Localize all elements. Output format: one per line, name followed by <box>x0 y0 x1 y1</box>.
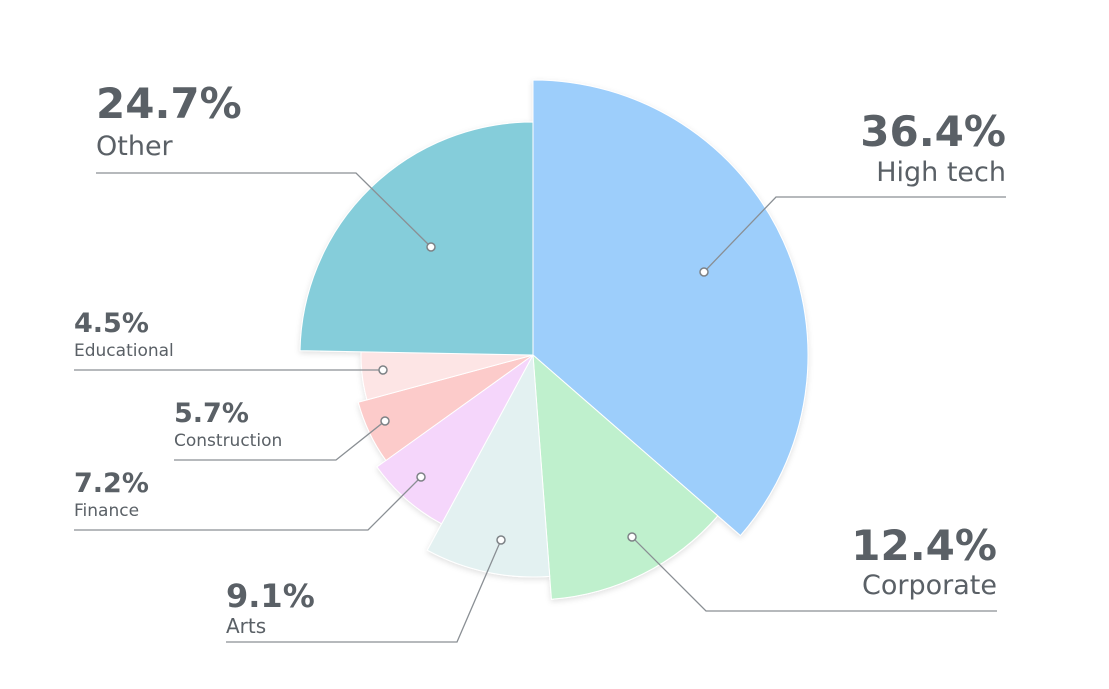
pie-slice-other <box>299 121 534 356</box>
leader-line <box>703 196 1006 273</box>
data-label-value: 36.4% <box>860 107 1006 156</box>
leader-dot <box>380 416 390 426</box>
pie-callouts: 36.4%High tech12.4%Corporate9.1%Arts7.2%… <box>74 79 1006 643</box>
callout-corporate: 12.4%Corporate <box>627 521 997 612</box>
callout-arts: 9.1%Arts <box>226 535 506 643</box>
data-label-category: Other <box>96 131 174 162</box>
data-label-category: Educational <box>74 341 174 361</box>
leader-line <box>226 539 502 643</box>
leader-dot <box>416 472 426 482</box>
leader-line <box>96 172 432 248</box>
leader-dot <box>627 532 637 542</box>
callout-finance: 7.2%Finance <box>74 468 426 531</box>
data-label-value: 12.4% <box>851 521 997 570</box>
data-label-value: 7.2% <box>74 468 149 499</box>
data-label-value: 4.5% <box>74 308 149 339</box>
leader-dot <box>699 267 709 277</box>
pie-slice-high-tech <box>532 79 809 537</box>
data-label-category: Construction <box>174 431 282 451</box>
leader-line <box>631 536 997 612</box>
leader-line <box>174 420 386 461</box>
data-label-category: Finance <box>74 501 139 521</box>
data-label-category: High tech <box>876 157 1006 188</box>
leader-dot <box>496 535 506 545</box>
callout-construction: 5.7%Construction <box>174 398 390 461</box>
callout-educational: 4.5%Educational <box>74 308 388 375</box>
callout-high-tech: 36.4%High tech <box>699 107 1006 277</box>
data-label-value: 5.7% <box>174 398 249 429</box>
callout-other: 24.7%Other <box>96 79 436 252</box>
data-label-category: Corporate <box>862 570 997 601</box>
leader-line <box>74 476 422 531</box>
pie-slices <box>299 79 809 600</box>
data-label-category: Arts <box>226 614 266 638</box>
pie-slice-corporate <box>532 353 719 600</box>
leader-dot <box>378 365 388 375</box>
data-label-value: 24.7% <box>96 79 242 128</box>
leader-dot <box>426 242 436 252</box>
data-label-value: 9.1% <box>226 577 315 615</box>
